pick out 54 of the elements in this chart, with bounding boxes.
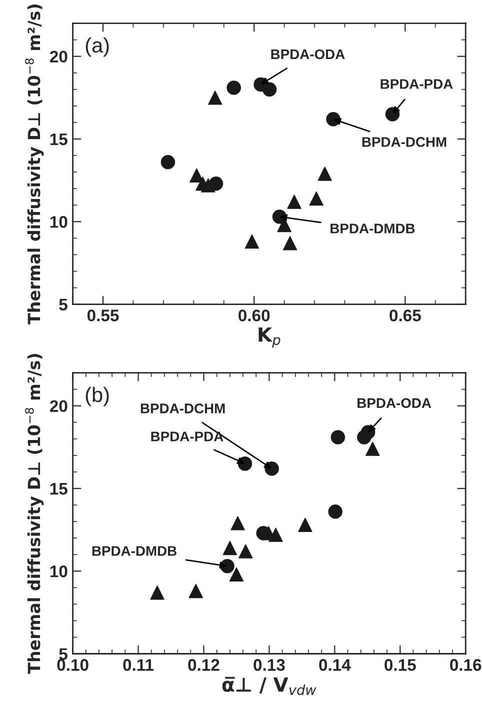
- point: [282, 236, 298, 250]
- y-tick-label: 20: [50, 50, 68, 63]
- y-axis-title: Thermal diffusivity D⊥ (10$^{−8}$ m²/s): [24, 354, 44, 674]
- point: [222, 540, 238, 556]
- annotation: BPDA-DMDB: [330, 224, 415, 234]
- y-tick-label: 5: [59, 298, 68, 310]
- point: [298, 518, 312, 532]
- x-tick-label: 0.60: [238, 310, 270, 322]
- x-tick-label: 0.15: [384, 659, 416, 671]
- point: [262, 82, 277, 97]
- y-tick-label: 10: [50, 216, 68, 228]
- x-tick-label: 0.10: [57, 659, 88, 671]
- x-tick-label: 0.65: [390, 310, 421, 322]
- point: [150, 585, 164, 600]
- point: [226, 80, 241, 95]
- point: [268, 528, 283, 542]
- annotation: BPDA-PDA: [380, 79, 453, 89]
- annotation: BPDA-DMDB: [92, 546, 176, 556]
- annotation: BPDA-PDA: [151, 432, 224, 442]
- point: [287, 194, 302, 209]
- point: [330, 430, 346, 444]
- x-tick-label: 0.13: [254, 659, 285, 671]
- x-tick-label: 0.16: [450, 659, 482, 671]
- y-tick-label: 15: [50, 134, 68, 146]
- x-axis-title: α̅⊥ / V$_{vdw}$: [222, 676, 316, 696]
- annotation: (b): [86, 386, 109, 406]
- annotation: BPDA-DCHM: [140, 404, 225, 414]
- point: [366, 442, 380, 456]
- y-tick-label: 15: [50, 483, 68, 495]
- annotation: BPDA-ODA: [271, 49, 345, 60]
- y-tick-label: 10: [50, 566, 68, 578]
- point: [229, 567, 244, 582]
- point: [328, 504, 342, 519]
- x-axis-title: K$_{p}$: [258, 327, 280, 348]
- annotation: BPDA-ODA: [358, 398, 432, 408]
- point: [188, 584, 203, 598]
- x-tick-label: 0.55: [87, 310, 119, 322]
- point: [238, 544, 253, 558]
- point: [190, 168, 204, 182]
- x-tick-label: 0.11: [123, 659, 154, 671]
- point: [160, 155, 176, 170]
- point: [208, 90, 222, 105]
- point: [244, 234, 260, 249]
- annotation: (a): [86, 37, 109, 57]
- y-axis-title: Thermal diffusivity D⊥ (10$^{−8}$ m²/s): [24, 4, 44, 324]
- annotation: BPDA-DCHM: [362, 137, 446, 147]
- point: [201, 178, 216, 192]
- y-tick-label: 20: [50, 400, 68, 412]
- point: [318, 166, 332, 181]
- x-tick-label: 0.12: [188, 659, 220, 671]
- point: [230, 516, 245, 530]
- y-tick-label: 5: [59, 648, 68, 660]
- x-tick-label: 0.14: [319, 659, 351, 671]
- point: [309, 191, 324, 206]
